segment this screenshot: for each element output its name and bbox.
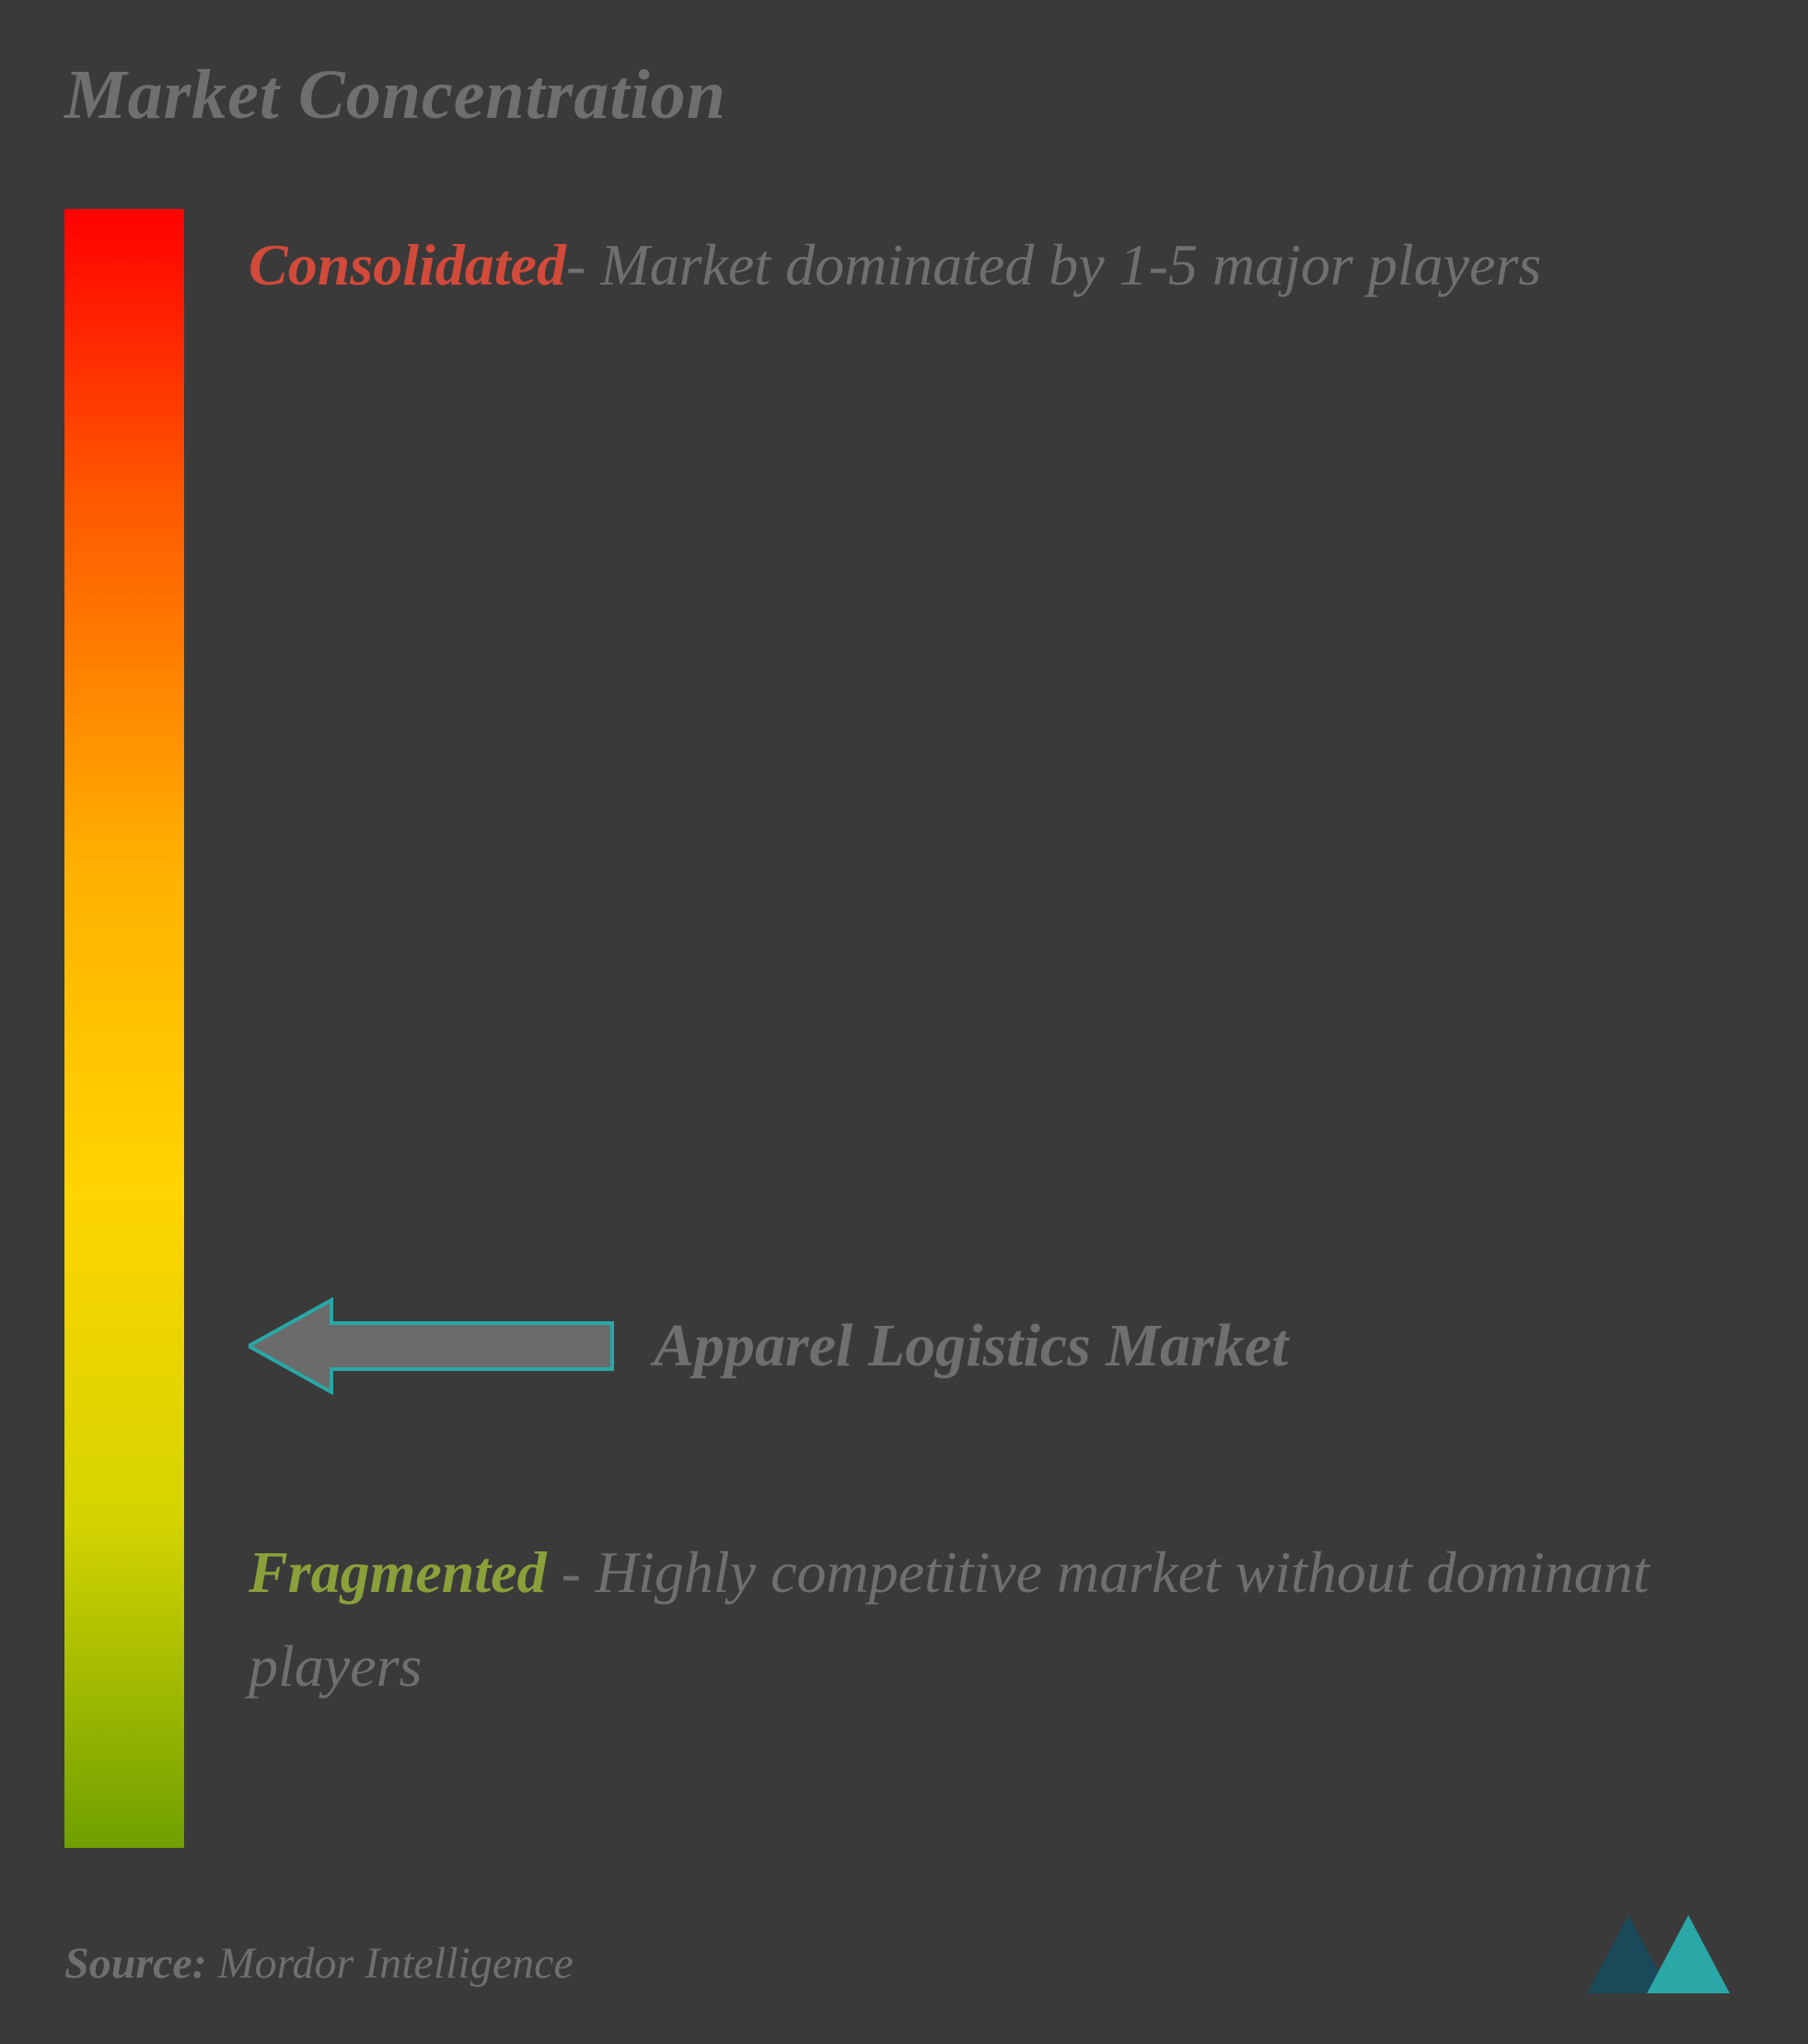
chart-title: Market Concentration bbox=[64, 55, 1744, 135]
consolidated-desc-prefix: - bbox=[566, 232, 600, 297]
fragmented-desc-prefix: - bbox=[547, 1539, 596, 1605]
content-area: Consolidated- Market dominated by 1-5 ma… bbox=[64, 209, 1744, 1848]
source-prefix: Source: bbox=[64, 1939, 218, 1988]
consolidated-label: Consolidated- Market dominated by 1-5 ma… bbox=[249, 218, 1744, 312]
source-attribution: Source: Mordor Intelligence bbox=[64, 1938, 574, 1989]
fragmented-keyword: Fragmented bbox=[249, 1539, 547, 1605]
gradient-scale-bar bbox=[64, 209, 184, 1848]
left-arrow-icon bbox=[249, 1295, 617, 1397]
market-position-marker: Apparel Logistics Market bbox=[249, 1295, 1744, 1397]
brand-logo-icon bbox=[1578, 1901, 1744, 2003]
source-text: Mordor Intelligence bbox=[218, 1939, 574, 1988]
consolidated-keyword: Consolidated bbox=[249, 232, 566, 297]
market-name-label: Apparel Logistics Market bbox=[654, 1311, 1288, 1381]
consolidated-desc: Market dominated by 1-5 major players bbox=[600, 232, 1541, 297]
fragmented-label: Fragmented - Highly competitive market w… bbox=[249, 1526, 1744, 1714]
labels-column: Consolidated- Market dominated by 1-5 ma… bbox=[249, 209, 1744, 1848]
